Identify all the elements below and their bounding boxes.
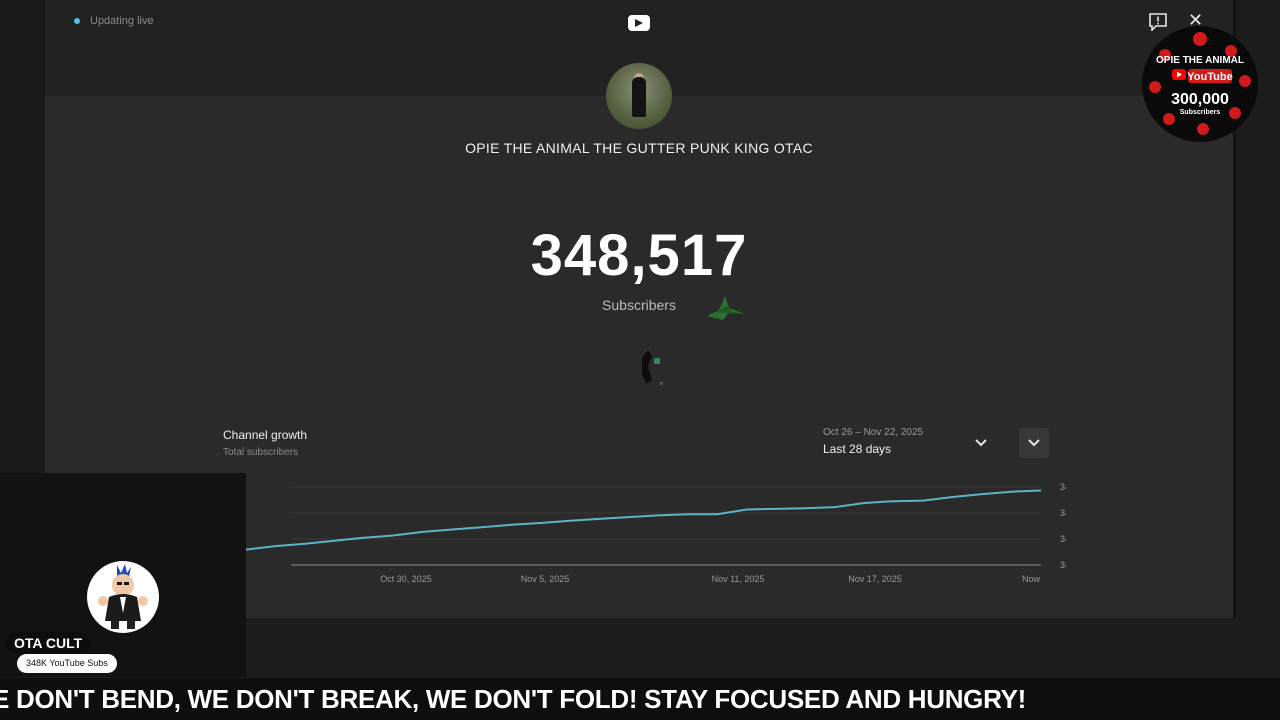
scrolling-ticker: E DON'T BEND, WE DON'T BREAK, WE DON'T F… [0,678,1280,720]
feedback-icon[interactable] [1148,13,1168,32]
y-tick-label: 348.6K [1060,482,1066,492]
300k-milestone-badge: OPIE THE ANIMAL YouTube 300,000 Subscrib… [1141,25,1259,143]
subscriber-pill: 348K YouTube Subs [17,654,117,673]
glitch-figure-decoration [642,350,663,385]
y-tick-label: 346.4K [1060,508,1066,518]
mascot-avatar [87,561,159,633]
date-range-text: Oct 26 – Nov 22, 2025 [823,427,924,438]
x-tick-label: Now [1022,574,1041,584]
badge-youtube: YouTube [1187,71,1232,83]
channel-growth-title: Channel growth [223,428,308,442]
streamer-name-tag: OTA CULT [6,632,91,654]
x-tick-label: Nov 11, 2025 [712,574,765,584]
x-tick-label: Nov 5, 2025 [521,574,570,584]
channel-avatar [606,63,672,129]
subscriber-growth-line [246,489,1042,551]
badge-title: OPIE THE ANIMAL [1156,55,1244,66]
chart-options-button[interactable] [1019,428,1049,458]
channel-growth-subtitle: Total subscribers [223,447,299,458]
live-status-text: Updating live [90,15,154,27]
chevron-down-icon[interactable] [973,435,989,451]
subscriber-count: 348,517 [530,223,748,288]
panel-right-border [1233,0,1236,618]
green-sparkle-decoration [707,296,745,320]
channel-name: OPIE THE ANIMAL THE GUTTER PUNK KING OTA… [465,140,813,156]
y-tick-label: 342.0K [1060,560,1066,570]
x-tick-label: Oct 30, 2025 [380,574,432,584]
left-background-strip [0,0,45,473]
badge-count: 300,000 [1171,91,1229,108]
subscriber-label: Subscribers [602,297,676,313]
chevron-down-icon [1028,439,1040,447]
ticker-text: E DON'T BEND, WE DON'T BREAK, WE DON'T F… [0,684,1027,714]
date-range-select[interactable]: Last 28 days [823,442,892,456]
x-tick-label: Nov 17, 2025 [848,574,902,584]
badge-label: Subscribers [1180,109,1221,116]
y-tick-label: 344.2K [1060,534,1066,544]
close-icon[interactable]: ✕ [1188,10,1204,30]
youtube-logo-icon [628,15,650,31]
channel-growth-chart: 348.6K 346.4K 344.2K 342.0K Oct 30, 2025 Nov … [246,482,1066,584]
live-indicator-dot [74,18,80,24]
